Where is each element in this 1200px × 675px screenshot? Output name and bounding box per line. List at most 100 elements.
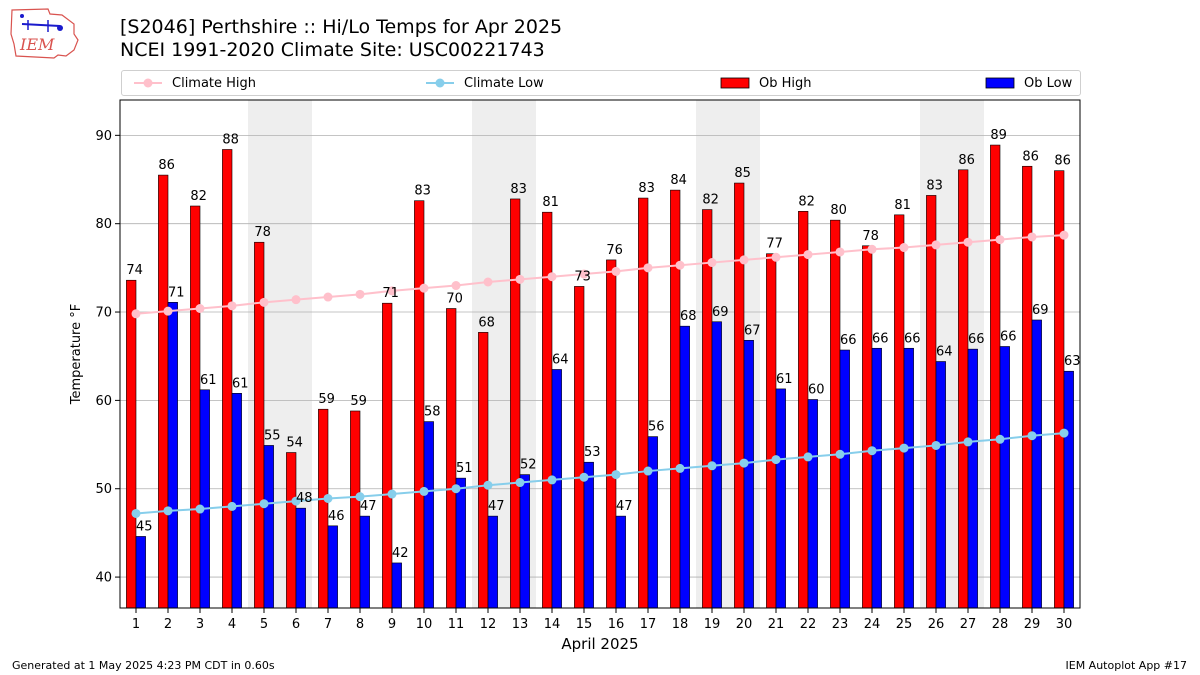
climate-low-point xyxy=(259,499,269,509)
climate-low-point xyxy=(643,466,653,476)
ob-high-bar xyxy=(126,279,137,609)
x-tick-label: 24 xyxy=(864,617,881,632)
climate-low-point xyxy=(323,493,333,503)
weekend-shade xyxy=(952,100,984,608)
climate-low-point xyxy=(675,463,685,473)
x-tick-label: 3 xyxy=(196,617,204,632)
ob-high-value-label: 78 xyxy=(862,229,879,244)
ob-low-bar xyxy=(231,393,242,609)
ob-low-value-label: 64 xyxy=(936,345,953,360)
climate-high-point xyxy=(323,292,333,302)
ob-high-bar xyxy=(734,182,745,609)
ob-high-bar xyxy=(1022,165,1033,609)
ob-low-bar xyxy=(871,347,882,609)
climate-low-line xyxy=(135,432,1065,515)
ob-low-value-label: 56 xyxy=(648,420,665,435)
ob-low-bar xyxy=(743,340,754,609)
ob-high-bar xyxy=(542,211,553,609)
x-tick-label: 13 xyxy=(512,617,529,632)
y-tick-label: 50 xyxy=(95,482,112,497)
climate-high-point xyxy=(771,252,781,262)
ob-low-bar xyxy=(583,461,594,609)
climate-low-point xyxy=(899,443,909,453)
ob-low-value-label: 66 xyxy=(1000,329,1017,344)
climate-high-point xyxy=(451,281,461,291)
climate-high-point xyxy=(899,243,909,253)
ob-high-bar xyxy=(830,219,841,609)
climate-high-point xyxy=(643,263,653,273)
ob-low-bar xyxy=(327,525,338,609)
climate-high-point xyxy=(131,309,141,319)
y-tick-label: 60 xyxy=(95,394,112,409)
ob-low-bar xyxy=(935,361,946,609)
y-tick-label: 80 xyxy=(95,217,112,232)
legend-label-climate-high: Climate High xyxy=(172,75,257,91)
x-tick-label: 19 xyxy=(704,617,721,632)
climate-high-point xyxy=(547,272,557,282)
ob-low-bar xyxy=(679,325,690,609)
ob-high-value-label: 88 xyxy=(222,132,239,147)
x-tick-label: 30 xyxy=(1056,617,1073,632)
climate-low-point xyxy=(227,501,237,511)
x-tick-label: 7 xyxy=(324,617,332,632)
ob-high-value-label: 82 xyxy=(702,193,719,208)
climate-high-point xyxy=(483,277,493,287)
ob-low-value-label: 61 xyxy=(232,376,249,391)
ob-low-value-label: 66 xyxy=(968,332,985,347)
climate-high-swatch-icon xyxy=(134,78,162,88)
ob-high-bar xyxy=(766,253,777,609)
iem-logo: IEM xyxy=(10,8,79,59)
plot-frame xyxy=(119,99,1081,609)
ob-low-bar xyxy=(167,302,178,609)
ob-high-value-label: 81 xyxy=(894,198,911,213)
ob-high-value-label: 77 xyxy=(766,237,783,252)
ob-high-value-label: 85 xyxy=(734,166,751,181)
title-line-1: [S2046] Perthshire :: Hi/Lo Temps for Ap… xyxy=(120,16,563,38)
climate-high-point xyxy=(675,260,685,270)
ob-high-value-label: 84 xyxy=(670,173,687,188)
ob-high-value-label: 89 xyxy=(990,128,1007,143)
climate-low-swatch-icon xyxy=(426,78,454,88)
climate-high-point xyxy=(579,269,589,279)
climate-low-point xyxy=(547,475,557,485)
weekend-shade xyxy=(696,100,728,608)
x-tick-label: 6 xyxy=(292,617,300,632)
ob-low-bar xyxy=(775,388,786,609)
y-axis-label: Temperature °F xyxy=(69,304,84,405)
ob-low-value-label: 58 xyxy=(424,405,441,420)
legend-label-ob-low: Ob Low xyxy=(1024,75,1073,91)
ob-low-bar xyxy=(807,399,818,609)
x-tick-label: 27 xyxy=(960,617,977,632)
climate-low-point xyxy=(963,437,973,447)
climate-high-point xyxy=(355,289,365,299)
x-tick-label: 8 xyxy=(356,617,364,632)
ob-low-value-label: 51 xyxy=(456,461,473,476)
climate-high-point xyxy=(867,244,877,254)
ob-low-bar xyxy=(647,436,658,609)
climate-high-point xyxy=(1059,230,1069,240)
ob-low-value-label: 55 xyxy=(264,428,281,443)
climate-high-point xyxy=(227,301,237,311)
climate-low-point xyxy=(771,455,781,465)
ob-high-bar xyxy=(990,144,1001,609)
ob-low-swatch-icon xyxy=(985,77,1015,89)
climate-high-point xyxy=(1027,232,1037,242)
ob-low-bar xyxy=(903,347,914,609)
climate-low-point xyxy=(579,472,589,482)
climate-high-point xyxy=(291,295,301,305)
weekend-shade xyxy=(472,100,504,608)
ob-high-value-label: 86 xyxy=(1054,154,1071,169)
ob-high-bar xyxy=(286,452,297,609)
x-tick-label: 26 xyxy=(928,617,945,632)
ob-high-bar xyxy=(894,214,905,609)
x-tick-label: 12 xyxy=(480,617,497,632)
x-tick-label: 5 xyxy=(260,617,268,632)
climate-low-point xyxy=(707,461,717,471)
ob-high-bar xyxy=(926,195,937,609)
ob-high-bar xyxy=(1054,170,1065,609)
ob-low-value-label: 47 xyxy=(488,499,505,514)
climate-low-point xyxy=(803,452,813,462)
x-tick-label: 21 xyxy=(768,617,785,632)
ob-low-value-label: 68 xyxy=(680,309,697,324)
ob-low-bar xyxy=(359,515,370,609)
